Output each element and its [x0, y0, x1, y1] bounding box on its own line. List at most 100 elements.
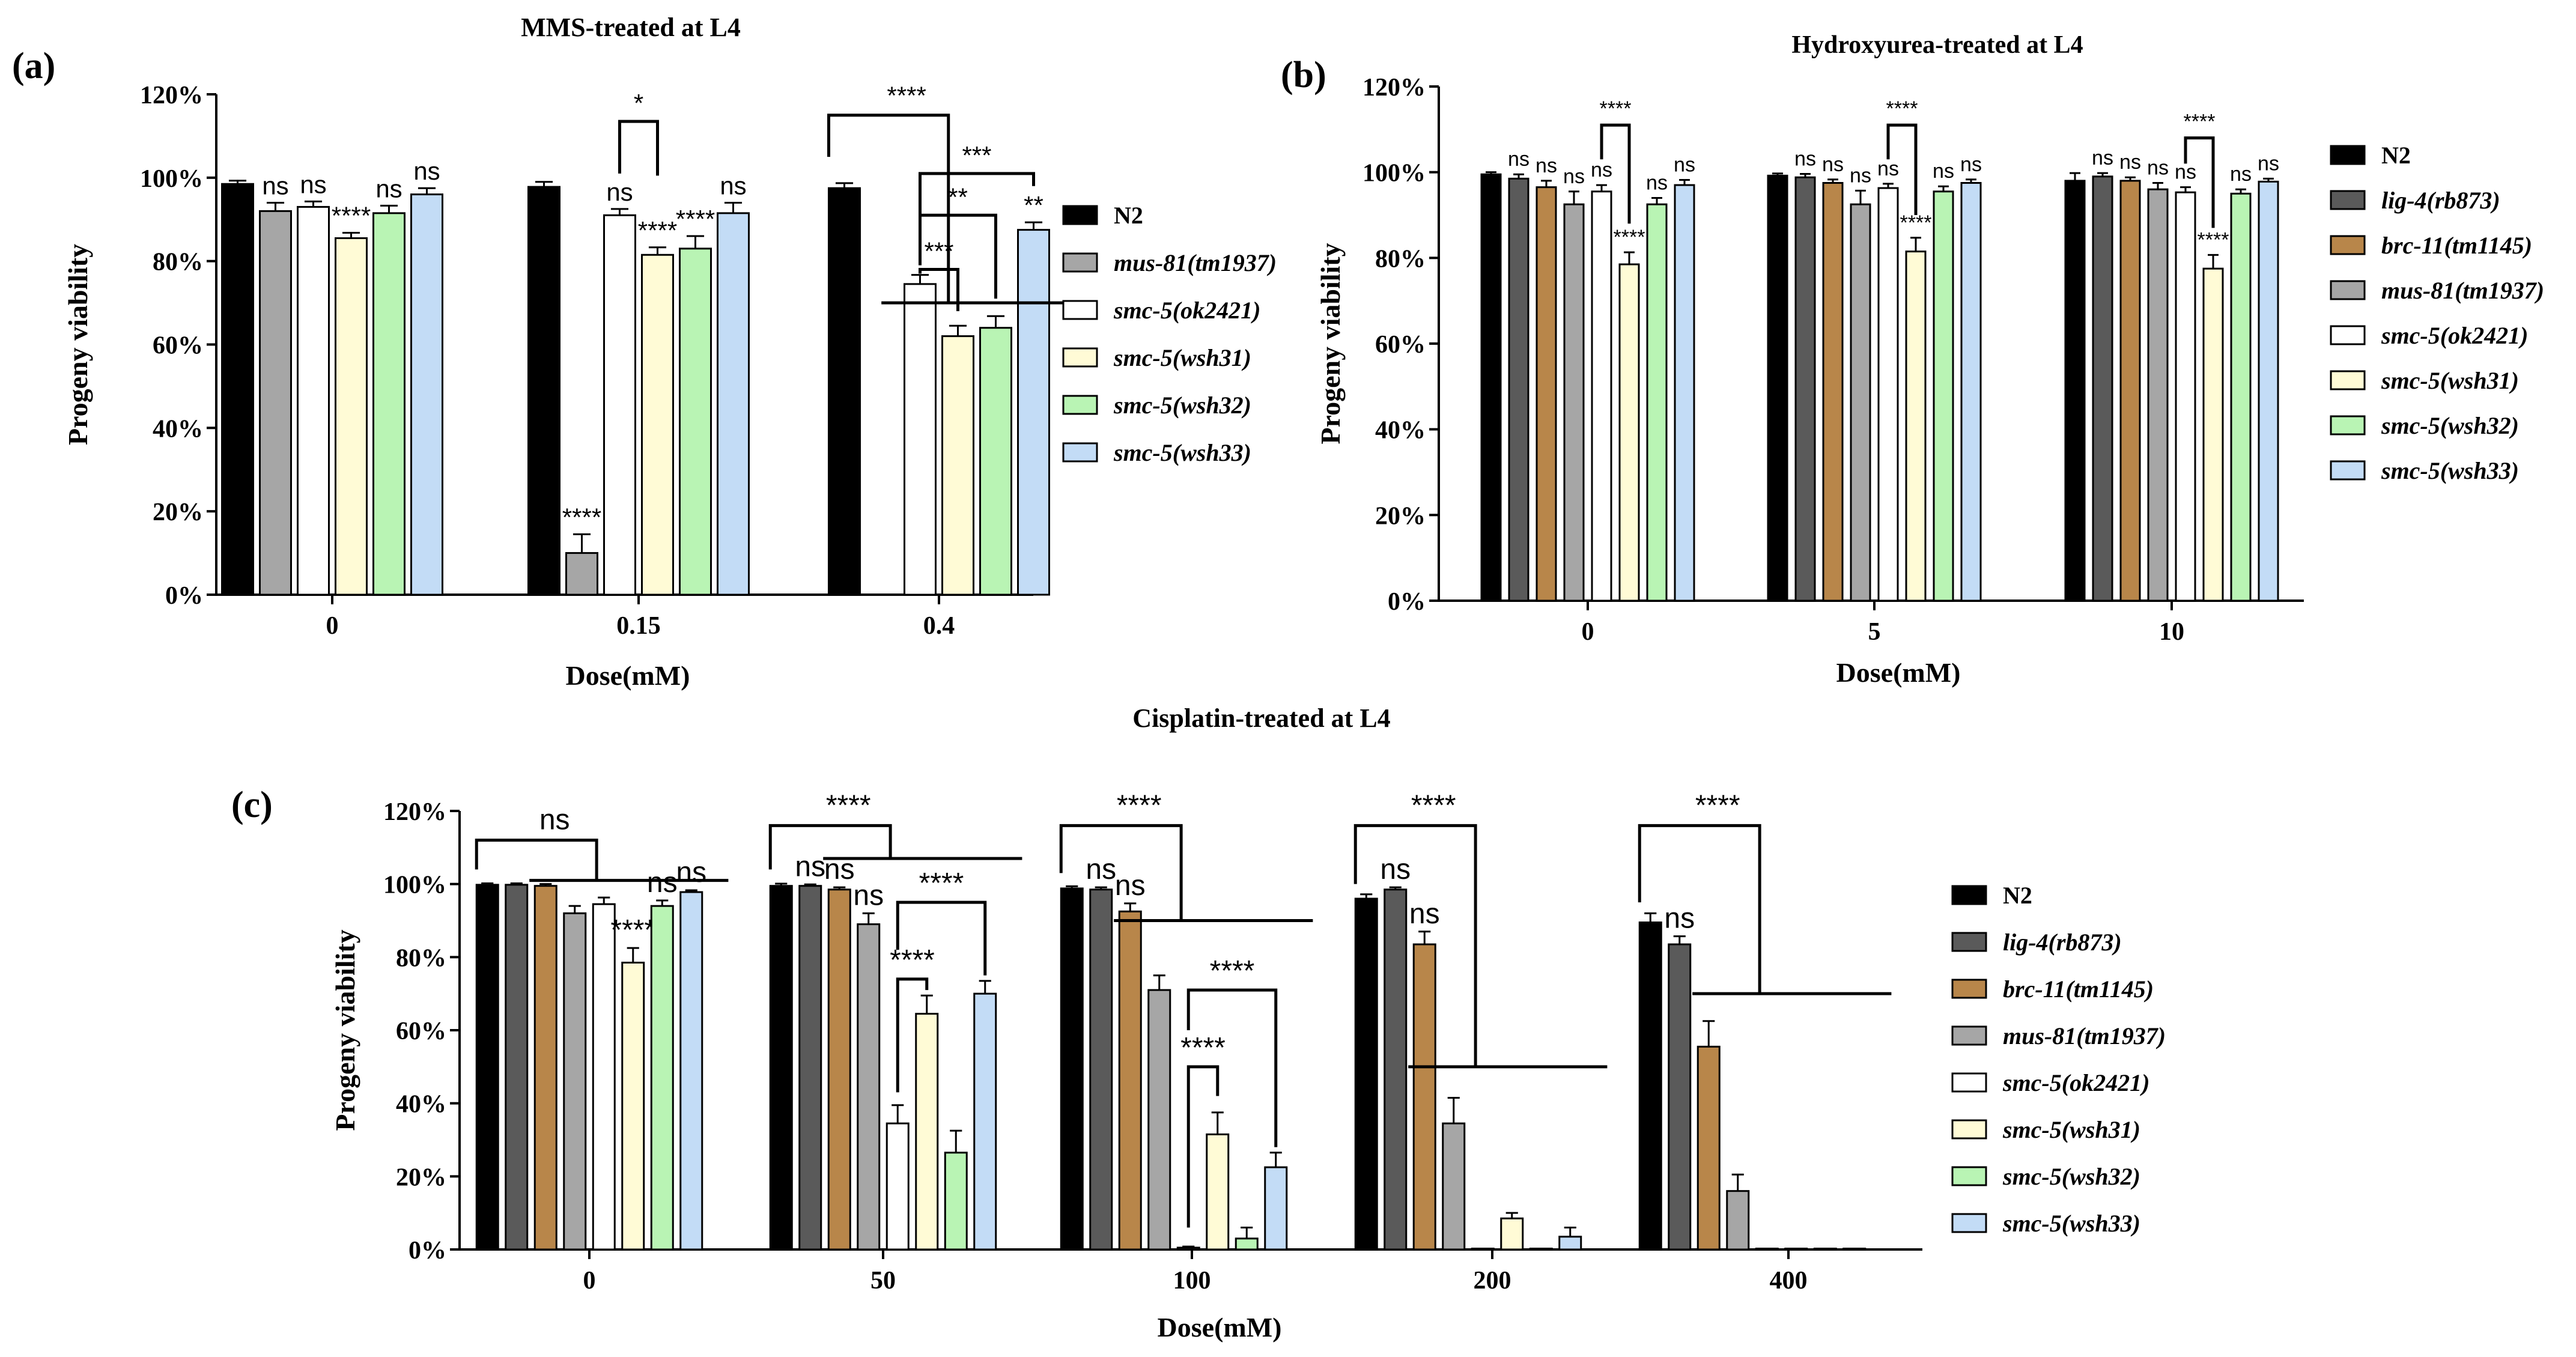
significance-label: ****: [1900, 211, 1932, 234]
legend-swatch: [2330, 280, 2366, 300]
panel-label: (c): [231, 785, 273, 825]
significance-label: ns: [676, 857, 706, 888]
bracket-label: ****: [1180, 1032, 1226, 1064]
bar: [1147, 989, 1171, 1251]
bar: [592, 903, 616, 1251]
x-tick-label: 0: [583, 1267, 596, 1295]
significance-label: ns: [1674, 154, 1695, 177]
bar: [1060, 887, 1084, 1251]
bar: [1822, 182, 1844, 602]
legend-label: smc-5(wsh32): [2381, 412, 2519, 439]
legend-label: N2: [2003, 882, 2032, 909]
legend-label: N2: [1114, 202, 1143, 229]
y-axis-label: Progeny viability: [62, 244, 93, 445]
bracket-label: *: [634, 89, 643, 117]
legend-label: smc-5(ok2421): [1113, 297, 1260, 324]
bar: [1471, 1248, 1495, 1251]
bar: [1508, 177, 1530, 602]
x-tick-label: 50: [870, 1267, 896, 1295]
legend-swatch: [1951, 1072, 1987, 1093]
legend-swatch: [2330, 460, 2366, 481]
legend-swatch: [1951, 1213, 1987, 1233]
bar: [827, 888, 851, 1251]
legend-swatch: [2330, 415, 2366, 436]
legend-label: mus-81(tm1937): [2381, 277, 2544, 304]
legend-label: smc-5(wsh33): [2381, 457, 2519, 484]
legend-label: smc-5(wsh32): [2002, 1163, 2140, 1190]
bracket-label: ****: [887, 82, 926, 110]
significance-label: ns: [262, 171, 288, 199]
significance-label: **: [1024, 191, 1043, 219]
bar: [1017, 229, 1050, 596]
bracket-label: ****: [1411, 789, 1456, 821]
bracket-label: ****: [890, 944, 935, 976]
legend-swatch: [1951, 885, 1987, 905]
legend-swatch: [1062, 395, 1098, 415]
bar: [221, 183, 254, 596]
bar: [944, 1152, 968, 1251]
group-bracket: [475, 839, 598, 881]
bar: [979, 327, 1012, 596]
bracket-label: ****: [2184, 111, 2216, 133]
bracket-label: ****: [1600, 97, 1632, 120]
x-tick-label: 0: [1582, 618, 1594, 646]
bar: [1176, 1246, 1200, 1251]
y-tick-label: 80%: [153, 249, 203, 276]
bar: [1813, 1248, 1837, 1251]
bracket-label: ****: [1886, 97, 1918, 120]
significance-label: ns: [1380, 854, 1411, 885]
legend-swatch: [2330, 325, 2366, 345]
bracket-label: ***: [962, 141, 991, 169]
bar: [1784, 1248, 1808, 1251]
bracket-label: ****: [1210, 955, 1255, 987]
group-bracket: [827, 114, 950, 303]
bar: [1235, 1237, 1259, 1251]
bar: [1726, 1190, 1750, 1251]
bar: [650, 905, 674, 1251]
chart-title: Cisplatin-treated at L4: [1132, 703, 1390, 733]
bar: [2258, 180, 2279, 602]
x-tick-label: 200: [1474, 1267, 1511, 1295]
bar: [1646, 203, 1668, 602]
comparison-bracket: [1886, 123, 1918, 215]
significance-label: ns: [1960, 153, 1982, 176]
bar: [941, 335, 974, 596]
bar: [1591, 190, 1612, 602]
comparison-bracket: [896, 900, 987, 976]
significance-label: ns: [2230, 163, 2252, 186]
bar: [563, 912, 587, 1251]
y-tick-label: 120%: [383, 798, 446, 826]
legend-swatch: [2330, 145, 2366, 165]
y-tick-label: 60%: [153, 332, 203, 360]
x-axis-label: Dose(mM): [1158, 1312, 1282, 1343]
bar: [1905, 250, 1927, 602]
bar: [1767, 174, 1788, 602]
bar: [641, 253, 674, 596]
bar: [1264, 1166, 1288, 1251]
legend-swatch: [1951, 1166, 1987, 1186]
y-tick-label: 40%: [153, 415, 203, 443]
significance-label: ns: [720, 171, 746, 199]
significance-label: ****: [676, 205, 715, 233]
y-tick-label: 20%: [1375, 502, 1426, 530]
bar: [2175, 191, 2196, 602]
significance-label: ****: [562, 503, 601, 531]
bar: [621, 961, 645, 1251]
x-tick-label: 400: [1770, 1267, 1808, 1295]
bar: [410, 193, 443, 596]
panel-b-hydroxyurea-chart: (b) Hydroxyurea-treated at L4 0% 20% 40% 60% 8…: [1281, 31, 2544, 688]
bar: [2230, 192, 2252, 602]
bar: [2119, 180, 2141, 602]
chart-title: MMS-treated at L4: [521, 13, 741, 42]
legend-label: mus-81(tm1937): [1114, 249, 1277, 276]
comparison-bracket: [2184, 136, 2215, 228]
legend-label: smc-5(wsh33): [2002, 1210, 2140, 1237]
legend-label: smc-5(wsh33): [1113, 439, 1251, 466]
legend-swatch: [1062, 300, 1098, 320]
bar: [717, 212, 750, 596]
legend-label: smc-5(ok2421): [2002, 1069, 2149, 1096]
panel-label: (a): [12, 46, 55, 87]
comparison-bracket: [1186, 988, 1278, 1147]
significance-label: ns: [1646, 171, 1668, 194]
bar: [1877, 187, 1899, 602]
